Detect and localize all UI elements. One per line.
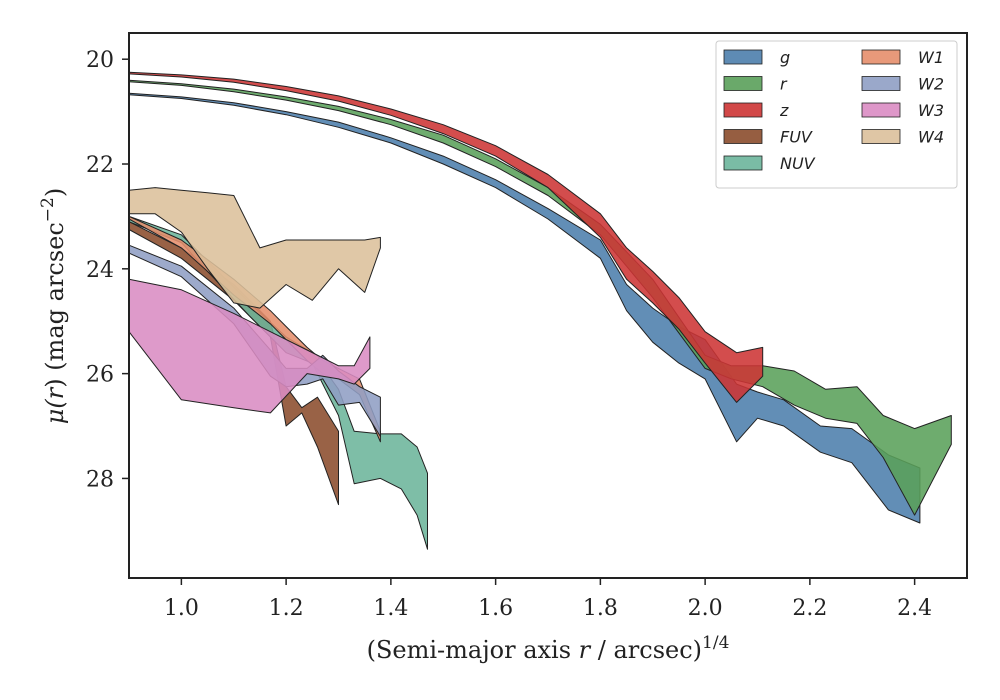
x-tick-label: 1.2 <box>269 596 304 621</box>
x-axis-label-var: r <box>579 636 592 664</box>
band-r <box>128 79 952 516</box>
legend-label-w3: W3 <box>918 101 944 120</box>
band-w4 <box>128 187 381 309</box>
legend-label-g: g <box>780 48 790 67</box>
legend-swatch-w4 <box>861 129 901 144</box>
y-tick-label: 24 <box>86 258 114 283</box>
y-tick-label: 22 <box>86 153 114 178</box>
legend-swatch-r <box>723 76 763 91</box>
legend: grz FUV NUV W1 W2 W3 W4 <box>715 40 958 189</box>
x-tick-label: 1.6 <box>478 596 513 621</box>
x-tick-label: 2.0 <box>688 596 723 621</box>
plot-frame <box>128 32 968 579</box>
legend-label-w2: W2 <box>918 75 944 94</box>
legend-label-r: r <box>780 75 788 94</box>
y-axis-label: μ(r) (mag arcsec−2) <box>38 188 69 425</box>
x-tick-label: 1.8 <box>583 596 618 621</box>
legend-swatch-nuv <box>723 155 763 171</box>
legend-swatch-fuv <box>723 129 763 144</box>
legend-swatch-g <box>723 49 763 65</box>
y-tick-label: 26 <box>86 363 114 388</box>
legend-label-fuv: FUV <box>780 128 813 147</box>
x-axis-label-post: / arcsec) <box>590 636 702 664</box>
y-axis-label-var: r <box>41 386 69 399</box>
x-axis-label-pre: (Semi-major axis <box>367 636 579 664</box>
x-axis: 1.0 1.2 1.4 1.6 1.8 2.0 2.2 2.4 <box>164 578 932 621</box>
legend-label-w4: W4 <box>918 128 944 147</box>
legend-swatch-z <box>723 102 763 118</box>
y-axis-label-post: ) (mag arcsec <box>41 222 69 388</box>
y-axis-label-pre: μ( <box>41 399 69 425</box>
x-axis-label: (Semi-major axis r / arcsec)1/4 <box>367 633 730 664</box>
x-tick-label: 1.4 <box>373 596 408 621</box>
y-tick-label: 20 <box>86 48 114 73</box>
x-tick-label: 2.2 <box>792 596 827 621</box>
legend-swatch-w3 <box>861 102 901 118</box>
legend-label-w1: W1 <box>918 48 944 67</box>
y-tick-label: 28 <box>86 467 114 492</box>
bands-layer <box>128 71 952 550</box>
y-axis-label-close: ) <box>41 188 69 197</box>
band-w3 <box>128 278 371 414</box>
band-g <box>128 92 921 524</box>
band-z <box>128 71 764 403</box>
y-axis: 20 22 24 26 28 <box>86 48 129 492</box>
legend-label-nuv: NUV <box>780 154 816 173</box>
legend-swatch-w2 <box>861 76 901 91</box>
x-tick-label: 2.4 <box>897 596 932 621</box>
legend-label-z: z <box>779 101 789 120</box>
x-axis-label-sup: 1/4 <box>702 633 729 653</box>
y-axis-label-sup: −2 <box>38 197 58 222</box>
x-tick-label: 1.0 <box>164 596 199 621</box>
legend-swatch-w1 <box>861 49 901 65</box>
